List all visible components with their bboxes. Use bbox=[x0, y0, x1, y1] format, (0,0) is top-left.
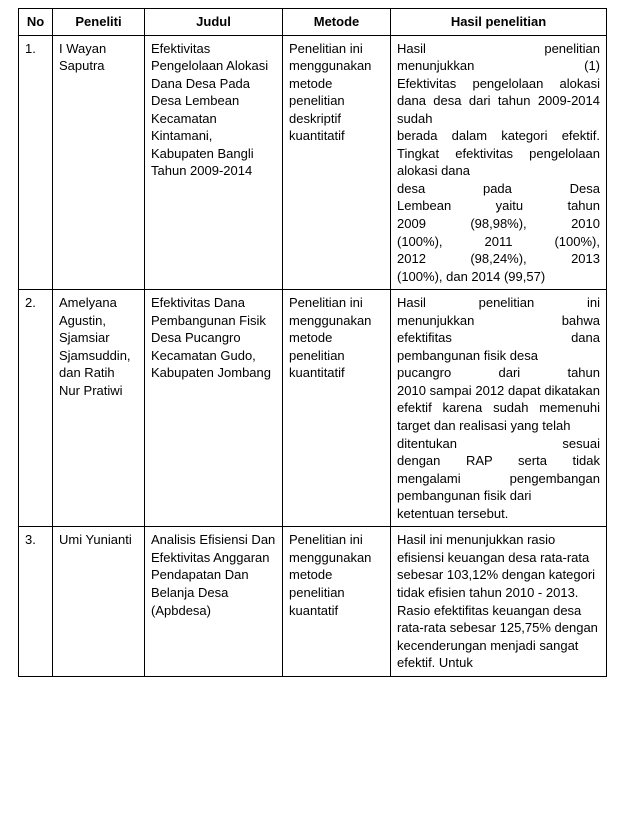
cell-hasil: Hasil penelitian menunjukkan (1) Efektiv… bbox=[391, 35, 607, 290]
cell-no: 2. bbox=[19, 290, 53, 527]
cell-hasil: Hasil ini menunjukkan rasio efisiensi ke… bbox=[391, 527, 607, 676]
cell-peneliti: I Wayan Saputra bbox=[53, 35, 145, 290]
col-metode: Metode bbox=[283, 9, 391, 36]
table-row: 3. Umi Yunianti Analisis Efisiensi Dan E… bbox=[19, 527, 607, 676]
hasil-line: Efektivitas pengelolaan alokasi dana des… bbox=[397, 75, 600, 128]
hasil-line: 2012 (98,24%), 2013 bbox=[397, 250, 600, 268]
hasil-line: (100%), 2011 (100%), bbox=[397, 233, 600, 251]
cell-no: 3. bbox=[19, 527, 53, 676]
hasil-line: (100%), dan 2014 (99,57) bbox=[397, 268, 600, 286]
table-header-row: No Peneliti Judul Metode Hasil penelitia… bbox=[19, 9, 607, 36]
page: No Peneliti Judul Metode Hasil penelitia… bbox=[0, 0, 625, 695]
cell-peneliti: Umi Yunianti bbox=[53, 527, 145, 676]
hasil-line: menunjukkan (1) bbox=[397, 57, 600, 75]
hasil-line: pucangro dari tahun bbox=[397, 364, 600, 382]
table-row: 1. I Wayan Saputra Efektivitas Pengelola… bbox=[19, 35, 607, 290]
research-table: No Peneliti Judul Metode Hasil penelitia… bbox=[18, 8, 607, 677]
hasil-line: desa pada Desa bbox=[397, 180, 600, 198]
col-hasil: Hasil penelitian bbox=[391, 9, 607, 36]
col-peneliti: Peneliti bbox=[53, 9, 145, 36]
hasil-line: dengan RAP serta tidak mengalami pengemb… bbox=[397, 452, 600, 505]
hasil-line: 2009 (98,98%), 2010 bbox=[397, 215, 600, 233]
cell-judul: Efektivitas Dana Pembangunan Fisik Desa … bbox=[145, 290, 283, 527]
cell-judul: Efektivitas Pengelolaan Alokasi Dana Des… bbox=[145, 35, 283, 290]
hasil-line: Hasil penelitian bbox=[397, 40, 600, 58]
hasil-line: pembangunan fisik desa bbox=[397, 347, 600, 365]
hasil-line: ketentuan tersebut. bbox=[397, 505, 600, 523]
hasil-line: ditentukan sesuai bbox=[397, 435, 600, 453]
cell-no: 1. bbox=[19, 35, 53, 290]
hasil-line: menunjukkan bahwa bbox=[397, 312, 600, 330]
cell-hasil: Hasil penelitian ini menunjukkan bahwa e… bbox=[391, 290, 607, 527]
hasil-line: Lembean yaitu tahun bbox=[397, 197, 600, 215]
cell-metode: Penelitian ini menggunakan metode peneli… bbox=[283, 35, 391, 290]
cell-metode: Penelitian ini menggunakan metode peneli… bbox=[283, 290, 391, 527]
cell-judul: Analisis Efisiensi Dan Efektivitas Angga… bbox=[145, 527, 283, 676]
cell-metode: Penelitian ini menggunakan metode peneli… bbox=[283, 527, 391, 676]
cell-peneliti: Amelyana Agustin, Sjamsiar Sjamsuddin, d… bbox=[53, 290, 145, 527]
table-row: 2. Amelyana Agustin, Sjamsiar Sjamsuddin… bbox=[19, 290, 607, 527]
hasil-line: efektifitas dana bbox=[397, 329, 600, 347]
col-no: No bbox=[19, 9, 53, 36]
hasil-line: 2010 sampai 2012 dapat dikatakan efektif… bbox=[397, 382, 600, 435]
col-judul: Judul bbox=[145, 9, 283, 36]
hasil-line: Hasil penelitian ini bbox=[397, 294, 600, 312]
hasil-line: berada dalam kategori efektif. Tingkat e… bbox=[397, 127, 600, 180]
